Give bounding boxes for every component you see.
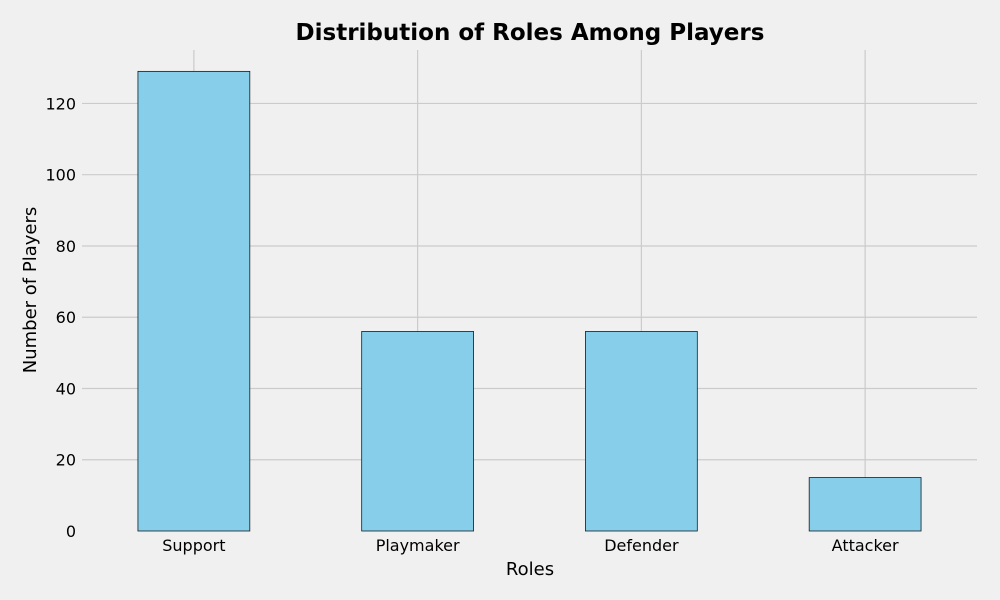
chart-title: Distribution of Roles Among Players bbox=[296, 20, 765, 46]
bar-playmaker bbox=[361, 331, 474, 532]
bar-support bbox=[137, 70, 251, 532]
x-tick-label: Attacker bbox=[832, 536, 899, 555]
x-axis-ticks: Support Playmaker Defender Attacker bbox=[162, 536, 899, 555]
x-tick-label: Playmaker bbox=[376, 536, 460, 555]
x-tick-label: Defender bbox=[604, 536, 679, 555]
y-tick-label: 100 bbox=[45, 166, 76, 185]
bars bbox=[137, 70, 922, 532]
y-axis-ticks: 0 20 40 60 80 100 120 bbox=[45, 94, 76, 541]
y-tick-label: 80 bbox=[56, 237, 76, 256]
y-tick-label: 60 bbox=[56, 308, 76, 327]
x-axis-label: Roles bbox=[506, 559, 554, 580]
bar-attacker bbox=[808, 477, 922, 532]
y-tick-label: 120 bbox=[45, 94, 76, 113]
x-tick-label: Support bbox=[162, 536, 225, 555]
y-tick-label: 40 bbox=[56, 379, 76, 398]
y-tick-label: 0 bbox=[66, 522, 76, 541]
y-tick-label: 20 bbox=[56, 451, 76, 470]
y-axis-label: Number of Players bbox=[20, 207, 41, 374]
bar-defender bbox=[585, 331, 698, 532]
